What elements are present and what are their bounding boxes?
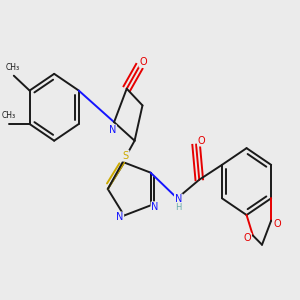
Text: N: N xyxy=(175,194,182,204)
Text: N: N xyxy=(151,202,159,212)
Text: O: O xyxy=(273,219,280,229)
Text: O: O xyxy=(139,57,147,67)
Text: N: N xyxy=(109,125,116,135)
Text: O: O xyxy=(243,233,251,243)
Text: S: S xyxy=(123,151,129,161)
Text: H: H xyxy=(175,203,182,212)
Text: N: N xyxy=(116,212,123,222)
Text: CH₃: CH₃ xyxy=(5,63,19,72)
Text: CH₃: CH₃ xyxy=(2,111,16,120)
Text: O: O xyxy=(198,136,206,146)
